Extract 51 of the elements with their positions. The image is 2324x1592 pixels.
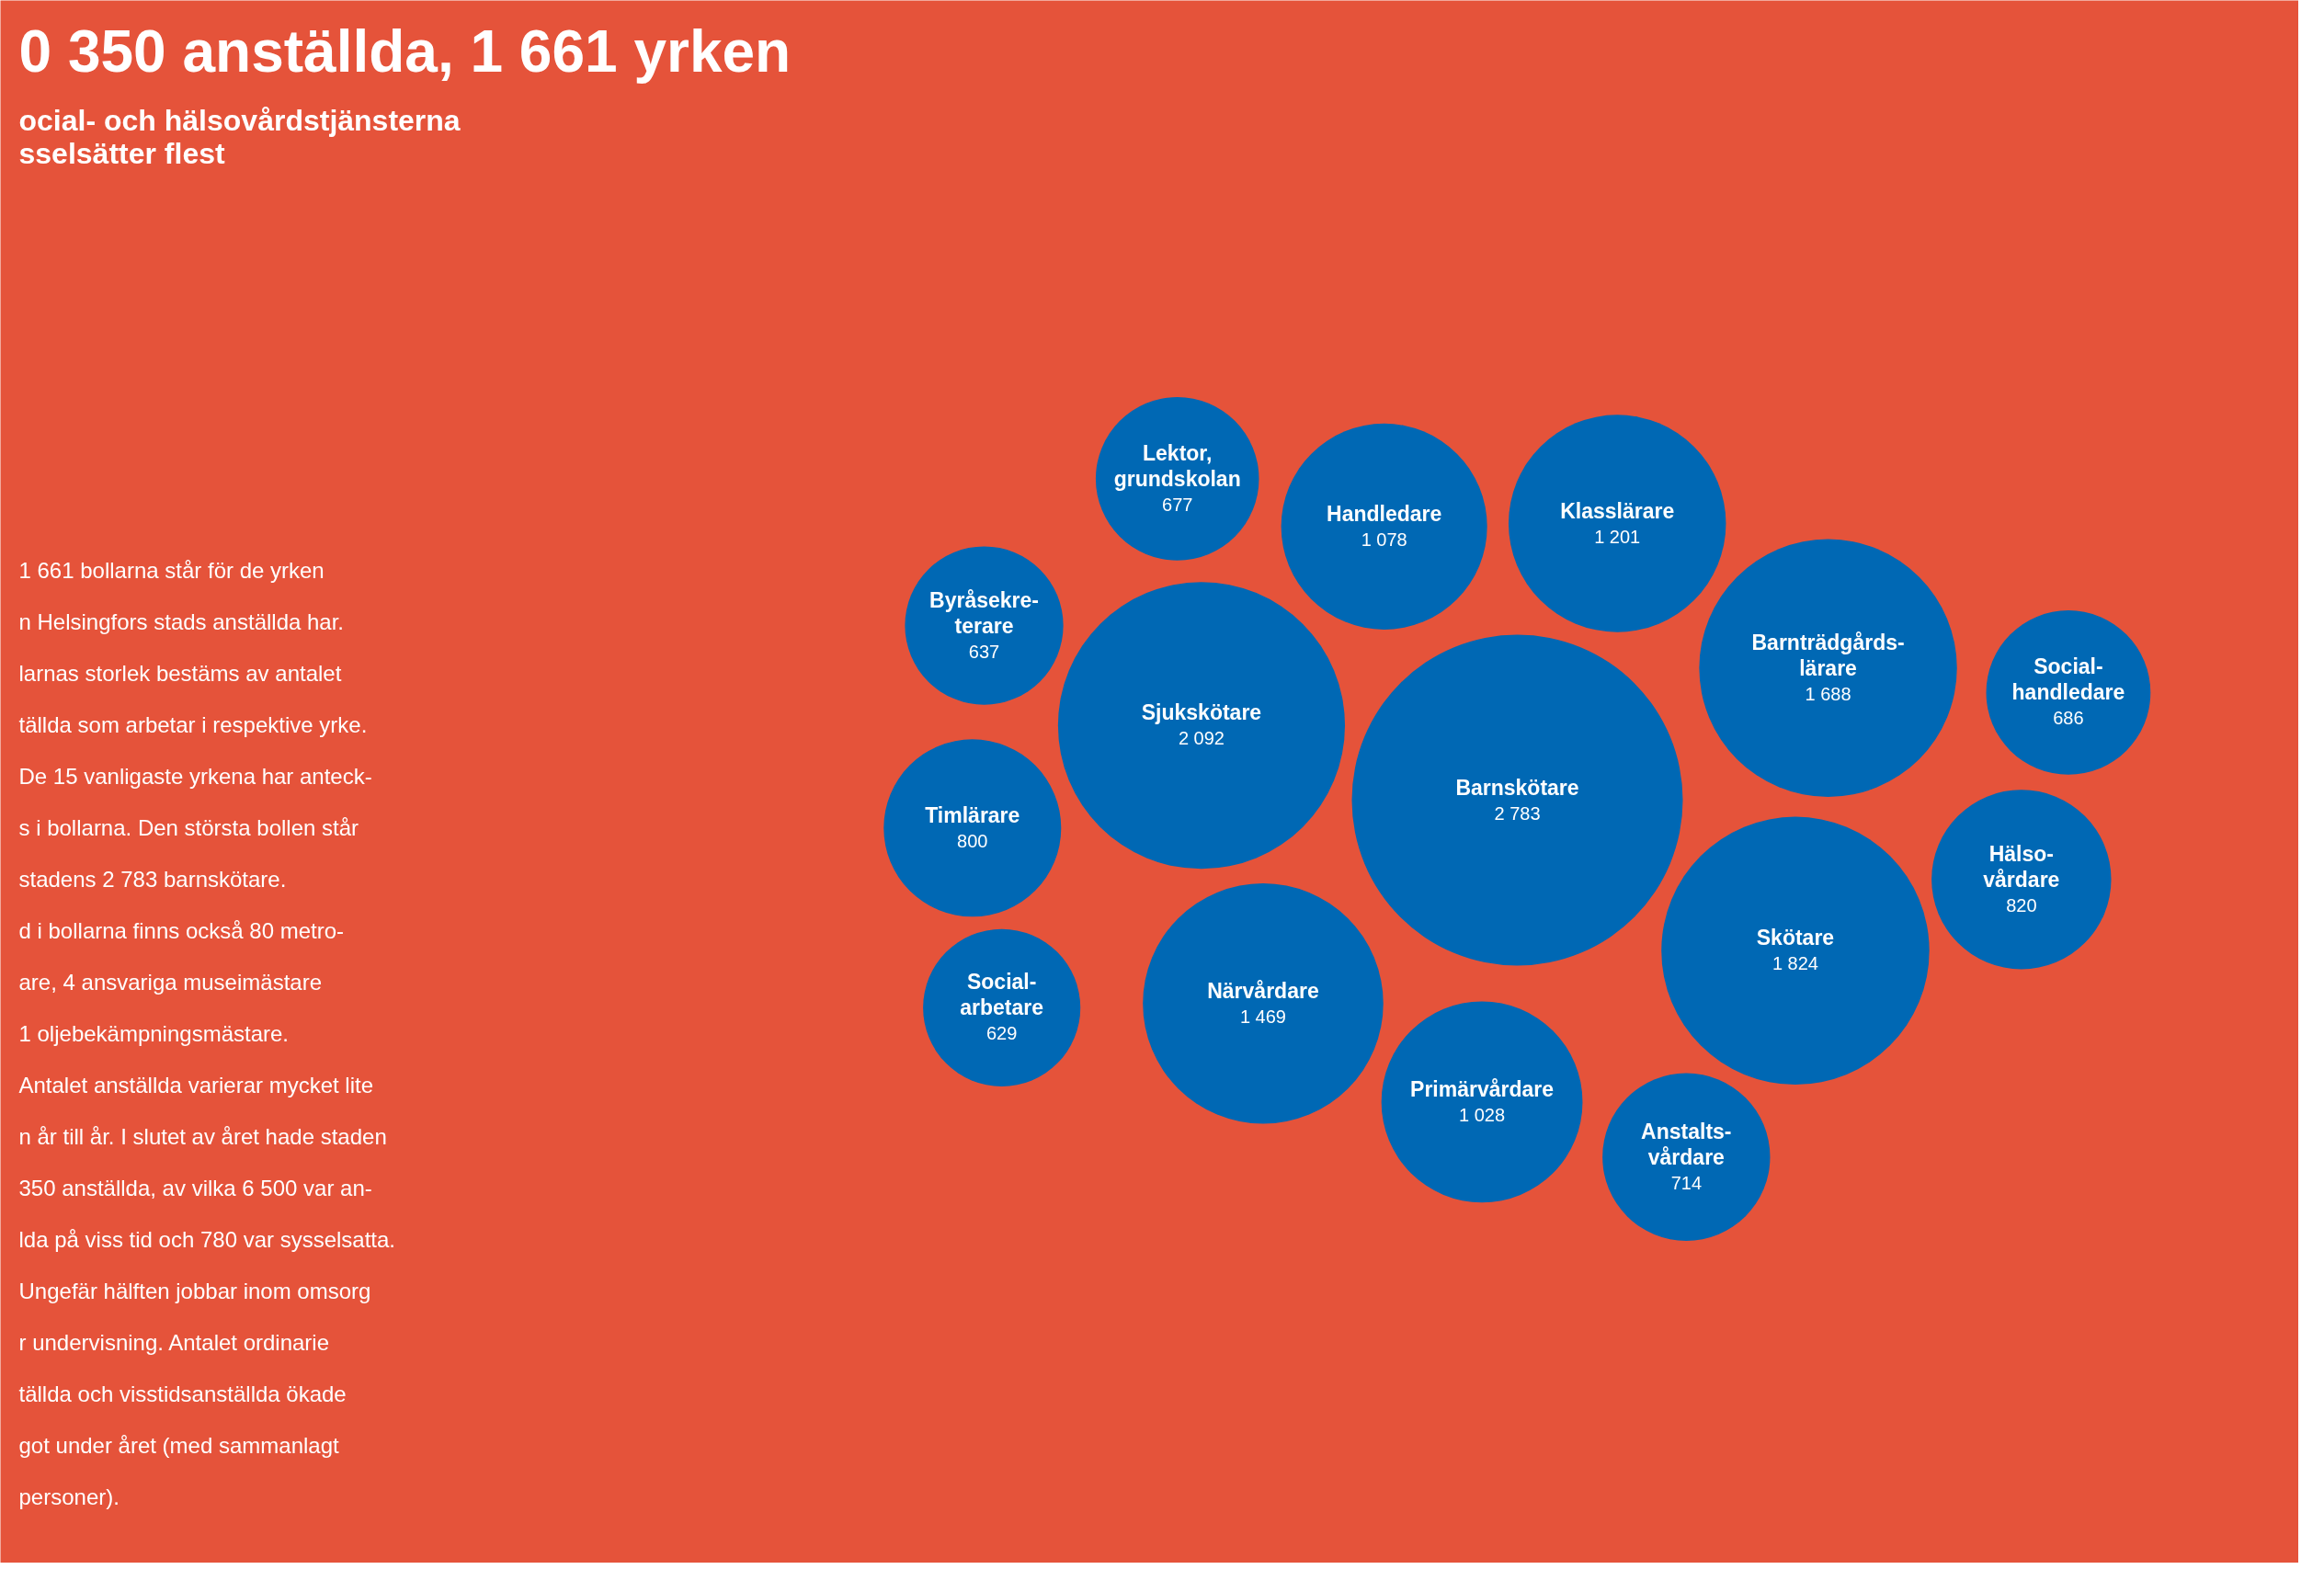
data-label: 714: [1670, 1172, 1703, 1193]
text: n Helsingfors stads anställda har.: [18, 609, 345, 634]
text: r undervisning. Antalet ordinarie: [18, 1330, 330, 1355]
text: 350 anställda, av vilka 6 500 var an-: [18, 1176, 372, 1200]
data-label: 1 688: [1805, 683, 1851, 704]
data-label: 820: [2006, 894, 2037, 915]
category-label: Social- handledare: [2011, 654, 2125, 705]
data-label: 637: [968, 641, 1000, 662]
text: 0 350 anställda, 1 661 yrken: [18, 17, 792, 85]
category-label: Hälso- vårdare: [1983, 841, 2060, 892]
text: Ungefär hälften jobbar inom omsorg: [18, 1279, 371, 1303]
text: n år till år. I slutet av året hade staden: [18, 1124, 387, 1149]
text: d i bollarna finns också 80 metro-: [18, 918, 345, 943]
data-label: 629: [985, 1023, 1018, 1044]
data-label: 677: [1162, 494, 1193, 515]
text: stadens 2 783 barnskötare.: [18, 867, 287, 892]
text: 1 661 bollarna står för de yrken: [18, 558, 325, 583]
text: Antalet anställda varierar mycket lite: [18, 1073, 373, 1097]
text: s i bollarna. Den största bollen står: [18, 815, 359, 840]
category-label: Social- arbetare: [960, 970, 1044, 1020]
category-label: Sjukskötare: [1141, 700, 1262, 725]
data-label: 800: [957, 830, 988, 851]
text: got under året (med sammanlagt: [18, 1433, 340, 1458]
text: ocial- och hälsovårdstjänsterna sselsätter flest: [18, 103, 461, 170]
category-label: Byråsekre- terare: [929, 587, 1039, 638]
category-label: Barnskötare: [1455, 775, 1579, 800]
category-label: Klasslärare: [1560, 498, 1675, 523]
category-label: Skötare: [1756, 926, 1835, 950]
text: are, 4 ansvariga museimästare: [18, 970, 322, 995]
text: tällda som arbetar i respektive yrke.: [18, 712, 368, 737]
data-label: 686: [2053, 708, 2084, 729]
category-label: Handledare: [1327, 501, 1442, 526]
category-label: Anstalts- vårdare: [1641, 1119, 1732, 1169]
category-label: Barnträdgårds- lärare: [1751, 630, 1905, 680]
data-label: 1 824: [1771, 953, 1818, 974]
data-label: 1 201: [1594, 526, 1641, 547]
text: tällda och visstidsanställda ökade: [18, 1382, 347, 1406]
category-label: Närvårdare: [1207, 978, 1319, 1003]
data-label: 2 783: [1494, 802, 1541, 824]
text: larnas storlek bestäms av antalet: [18, 661, 342, 686]
text: lda på viss tid och 780 var sysselsatta.: [18, 1227, 396, 1252]
data-label: 1 028: [1459, 1104, 1506, 1125]
text: 1 oljebekämpningsmästare.: [18, 1021, 289, 1046]
category-label: Primärvårdare: [1410, 1076, 1555, 1101]
data-label: 1 469: [1239, 1006, 1286, 1027]
data-label: 2 092: [1178, 728, 1225, 749]
category-label: Lektor, grundskolan: [1113, 440, 1241, 491]
category-label: Timlärare: [925, 802, 1020, 827]
text: personer).: [18, 1484, 120, 1509]
text: De 15 vanligaste yrkena har anteck-: [18, 764, 372, 789]
data-label: 1 078: [1361, 529, 1407, 550]
